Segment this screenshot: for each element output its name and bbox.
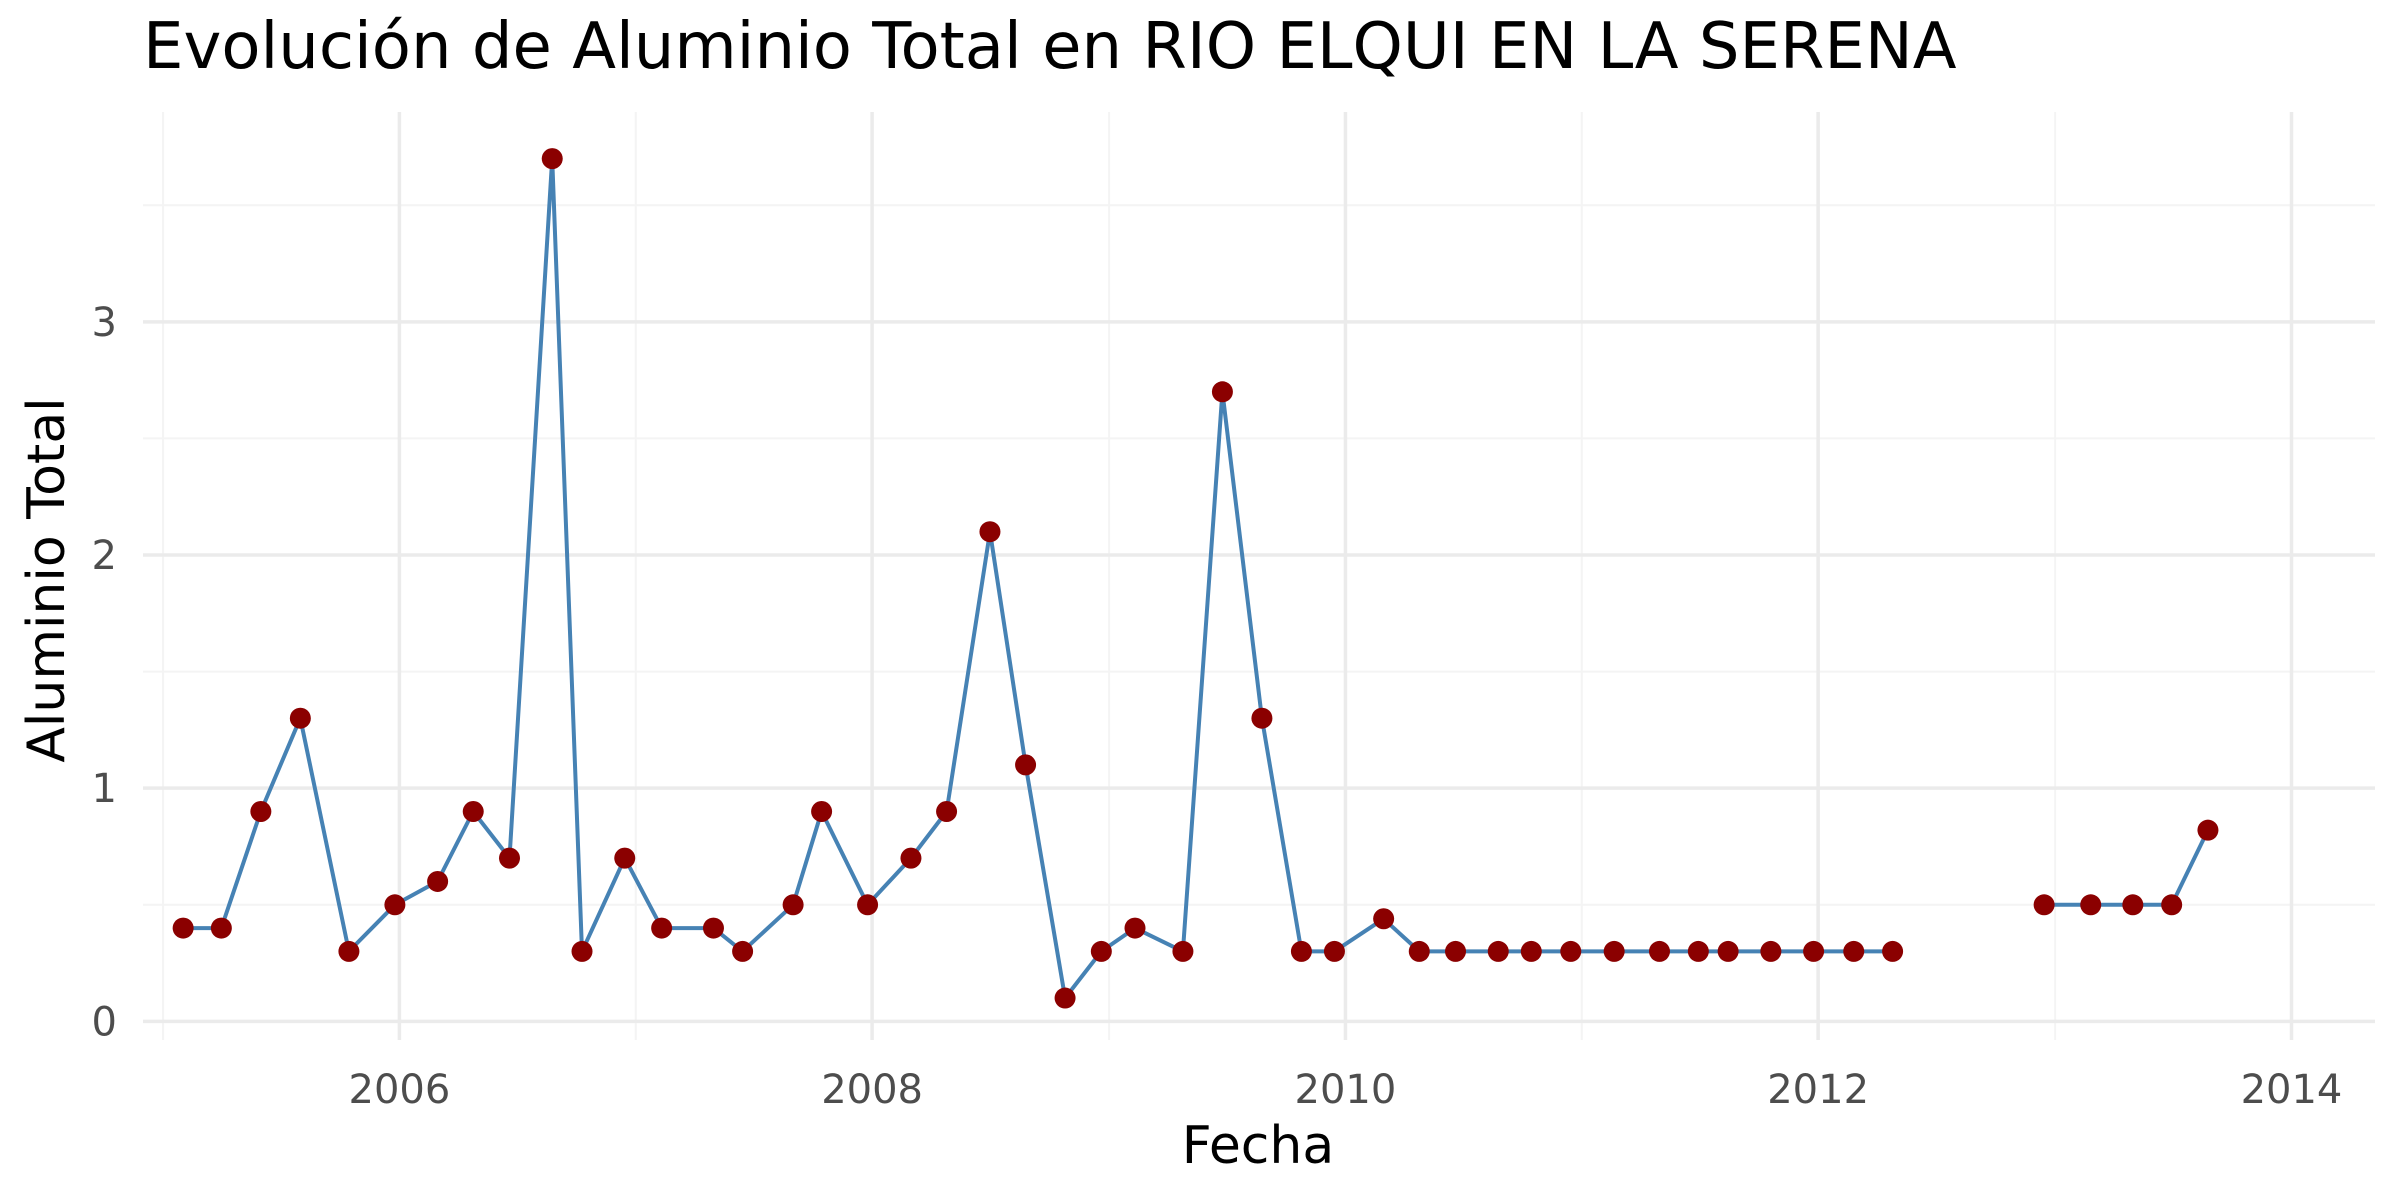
data-point: [571, 940, 593, 962]
data-point: [2033, 894, 2055, 916]
data-point: [1211, 381, 1233, 403]
data-point: [1717, 940, 1739, 962]
data-point: [498, 847, 520, 869]
data-point: [427, 870, 449, 892]
x-tick-label: 2012: [1767, 1067, 1869, 1113]
data-point: [1124, 917, 1146, 939]
data-point: [1648, 940, 1670, 962]
data-point: [651, 917, 673, 939]
data-series: [183, 156, 2210, 1000]
data-point: [1803, 940, 1825, 962]
data-point: [1603, 940, 1625, 962]
data-point: [462, 800, 484, 822]
x-tick-label: 2006: [349, 1067, 451, 1113]
data-point: [2197, 819, 2219, 841]
data-point: [1290, 940, 1312, 962]
data-point: [900, 847, 922, 869]
data-point: [1445, 940, 1467, 962]
series-line: [2044, 829, 2210, 907]
x-tick-label: 2010: [1295, 1067, 1397, 1113]
x-tick-label: 2014: [2241, 1067, 2343, 1113]
y-tick-label: 3: [92, 300, 117, 346]
x-tick-label: 2008: [821, 1067, 923, 1113]
data-point: [1560, 940, 1582, 962]
data-point: [1015, 754, 1037, 776]
data-point: [1323, 940, 1345, 962]
y-tick-label: 2: [92, 533, 117, 579]
data-point: [541, 148, 563, 170]
data-point: [2122, 894, 2144, 916]
data-point: [1054, 987, 1076, 1009]
data-point: [1408, 940, 1430, 962]
data-point: [1520, 940, 1542, 962]
data-point: [338, 940, 360, 962]
data-points: [172, 148, 2219, 1009]
data-point: [2080, 894, 2102, 916]
data-point: [1843, 940, 1865, 962]
data-point: [857, 894, 879, 916]
y-tick-label: 1: [92, 766, 117, 812]
data-point: [250, 800, 272, 822]
data-point: [172, 917, 194, 939]
data-point: [614, 847, 636, 869]
data-point: [1251, 707, 1273, 729]
x-axis-ticks: 2006 2008 2010 2012 2014: [349, 1067, 2343, 1113]
grid-major: [143, 112, 2375, 1040]
data-point: [979, 521, 1001, 543]
y-tick-label: 0: [92, 999, 117, 1045]
data-point: [811, 800, 833, 822]
y-axis-ticks: 0 1 2 3: [92, 300, 117, 1045]
chart-title: Evolución de Aluminio Total en RIO ELQUI…: [143, 10, 1957, 84]
data-point: [1882, 940, 1904, 962]
data-point: [1760, 940, 1782, 962]
grid-minor: [143, 112, 2375, 1040]
data-point: [1373, 908, 1395, 930]
data-point: [289, 707, 311, 729]
x-axis-title: Fecha: [1182, 1116, 1334, 1176]
data-point: [1172, 940, 1194, 962]
data-point: [210, 917, 232, 939]
data-point: [732, 940, 754, 962]
data-point: [702, 917, 724, 939]
data-point: [782, 894, 804, 916]
y-axis-title: Aluminio Total: [17, 397, 77, 762]
data-point: [384, 894, 406, 916]
data-point: [2161, 894, 2183, 916]
data-point: [1687, 940, 1709, 962]
data-point: [936, 800, 958, 822]
data-point: [1090, 940, 1112, 962]
data-point: [1487, 940, 1509, 962]
